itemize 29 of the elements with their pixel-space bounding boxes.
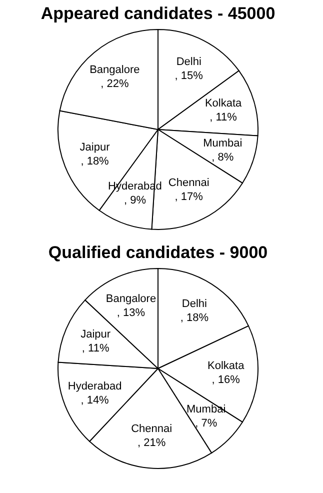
data-label: , 13%: [116, 307, 146, 320]
data-label: , 22%: [100, 78, 129, 90]
data-label: , 16%: [212, 374, 240, 386]
data-label: , 11%: [82, 342, 110, 354]
chart-title: Appeared candidates - 45000: [40, 4, 276, 23]
data-label: , 14%: [80, 394, 110, 407]
chart-title: Qualified candidates - 9000: [48, 243, 268, 262]
data-label: , 7%: [195, 418, 218, 430]
data-label: , 11%: [210, 112, 238, 124]
slice-label: Kolkata: [208, 360, 246, 372]
slice-label: Delhi: [176, 56, 202, 68]
slice-label: Kolkata: [204, 98, 243, 110]
slice-label: Bangalore: [90, 64, 140, 76]
data-label: , 21%: [138, 437, 166, 450]
data-label: , 18%: [180, 312, 209, 324]
slice-label: Chennai: [168, 177, 210, 190]
slice-label: Hyderabad: [68, 380, 122, 393]
data-label: , 8%: [212, 152, 234, 164]
slice-label: Mumbai: [186, 404, 226, 416]
data-label: , 15%: [174, 70, 204, 82]
data-label: , 17%: [174, 191, 204, 204]
slice-label: Delhi: [182, 298, 207, 310]
slice-label: Bangalore: [106, 293, 156, 306]
data-label: , 9%: [124, 194, 146, 206]
slice-label: Chennai: [131, 423, 172, 436]
slice-label: Mumbai: [203, 138, 242, 150]
slice-label: Jaipur: [80, 142, 110, 154]
data-label: , 18%: [80, 156, 110, 168]
slice-label: Jaipur: [80, 328, 111, 340]
